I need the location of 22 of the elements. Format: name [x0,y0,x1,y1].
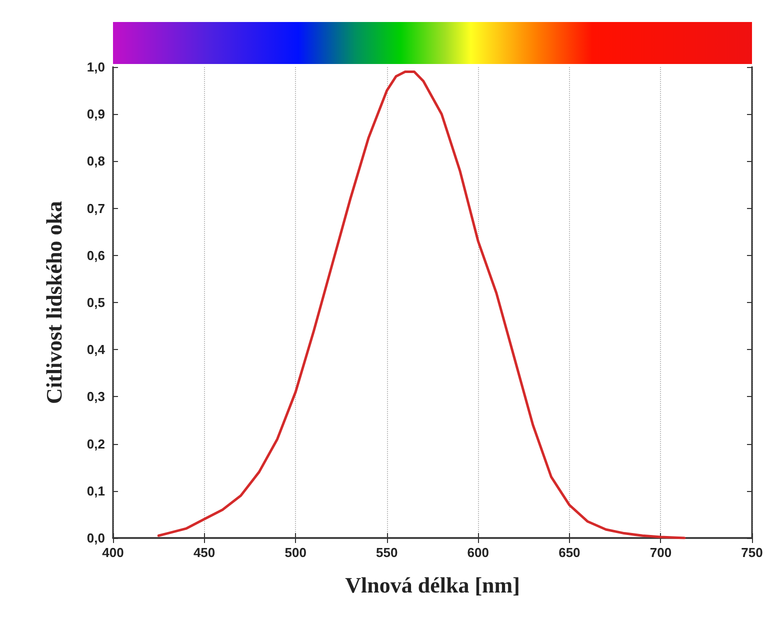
y-tick-label: 0,8 [86,154,105,169]
y-tick-label: 0,3 [86,389,105,404]
x-tick-label: 450 [193,545,216,560]
y-tick-label: 1,0 [86,60,105,74]
x-tick-label: 650 [558,545,580,560]
x-tick-label: 750 [741,545,763,560]
y-tick-label: 0,5 [86,295,105,310]
y-tick-label: 0,0 [86,530,105,546]
y-tick-label: 0,2 [86,436,105,452]
x-tick-label: 550 [376,545,398,560]
y-axis-title: Citlivost lidského oka [42,201,66,404]
y-tick-label: 0,1 [86,483,105,498]
line-series [157,70,686,540]
x-tick-label: 500 [284,545,306,560]
x-tick-label: 400 [102,545,124,560]
x-axis-title: Vlnová délka [nm] [345,572,520,598]
y-tick-label: 0,4 [86,342,106,358]
y-tick-label: 0,6 [86,248,105,263]
y-tick-label: 0,7 [86,200,105,216]
x-tick-label: 600 [467,545,489,560]
y-tick-label: 0,9 [86,106,105,122]
x-tick-label: 700 [650,545,672,560]
